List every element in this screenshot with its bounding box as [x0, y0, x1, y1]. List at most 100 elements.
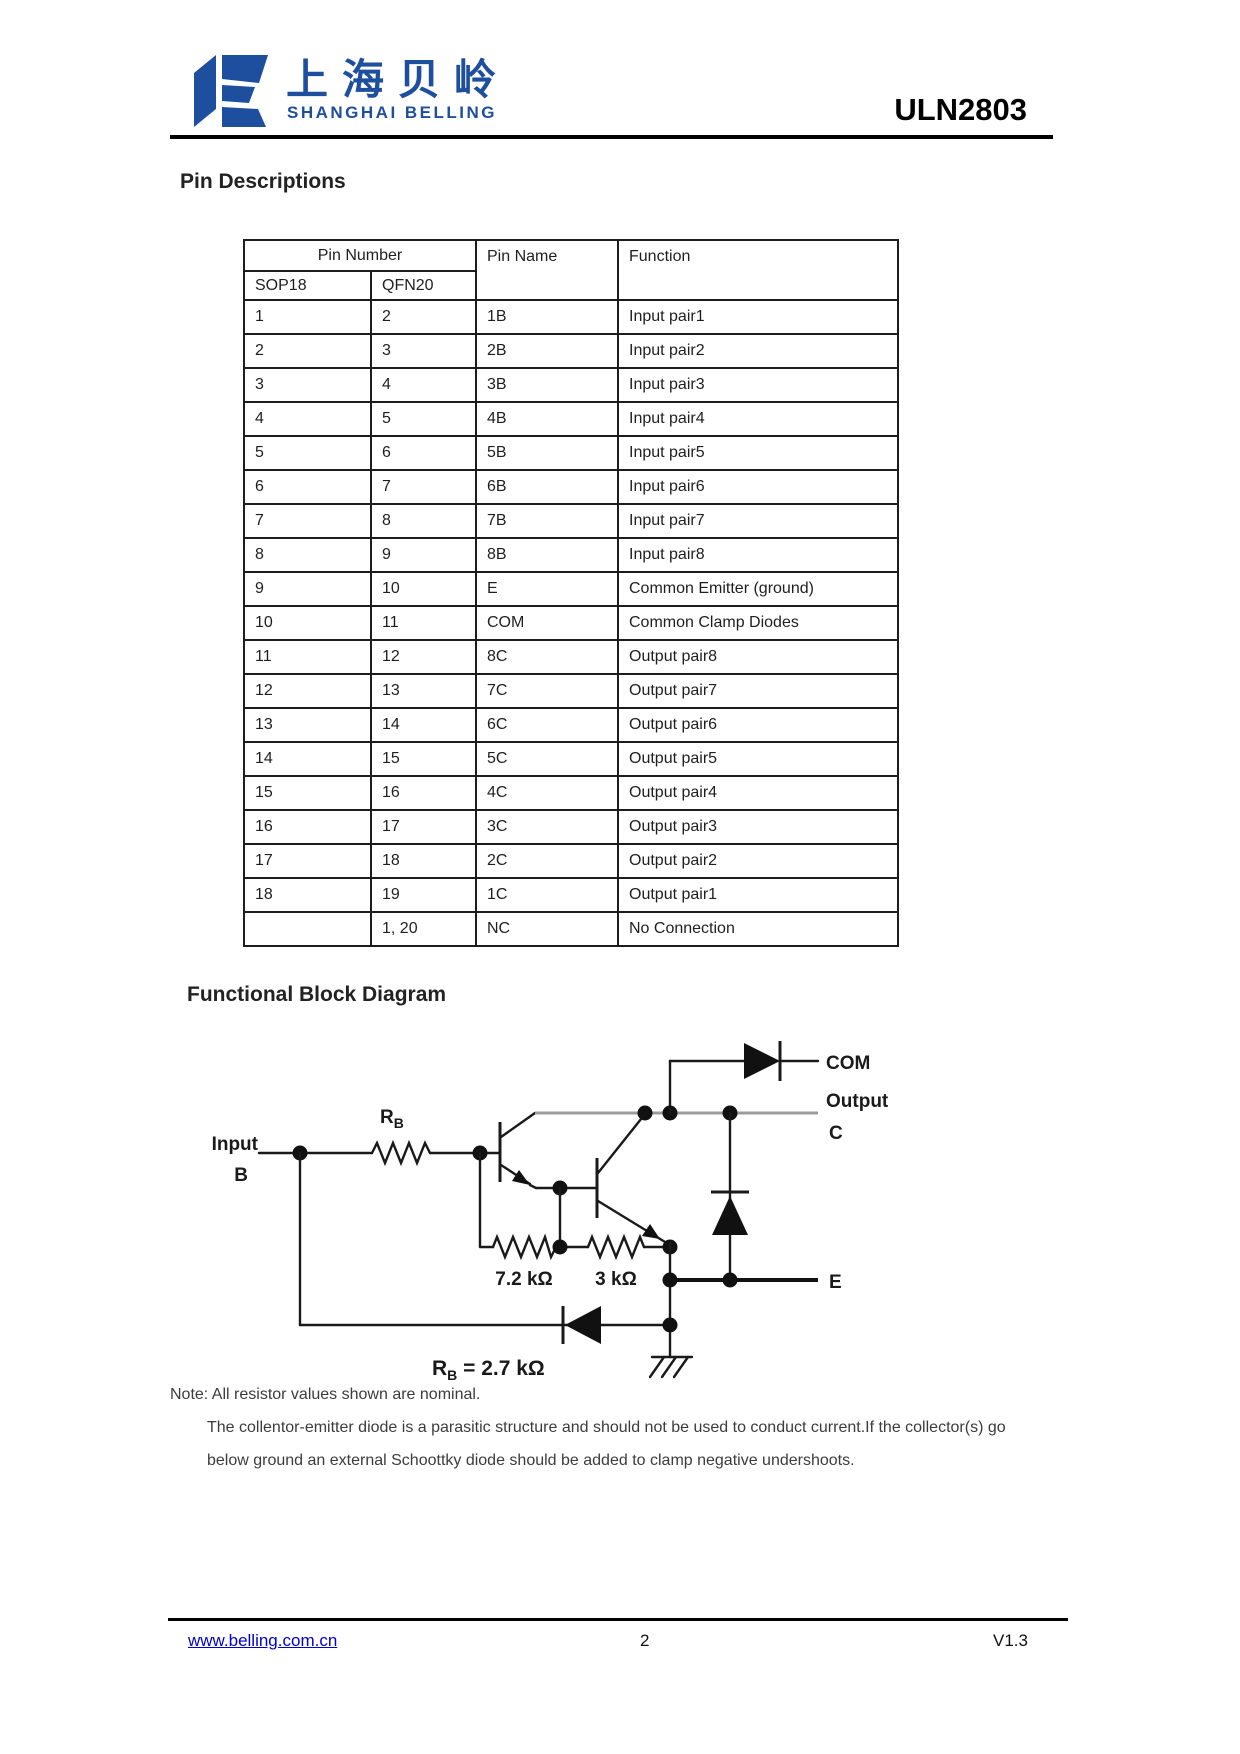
resistor-mid-dot — [552, 1239, 568, 1255]
pin-cell-sop18: 8 — [243, 537, 372, 573]
pin-cell-sop18: 1 — [243, 299, 372, 335]
logo-chinese-text: 上海贝岭 — [286, 56, 511, 103]
transistor2-collector — [596, 1112, 647, 1175]
e-label: E — [829, 1272, 842, 1293]
pin-cell-function: Output pair1 — [617, 877, 899, 913]
pin-table-row: 12 13 7C Output pair7 — [243, 673, 899, 709]
pin-table-row: 6 7 6B Input pair6 — [243, 469, 899, 505]
pin-cell-qfn20: 2 — [370, 299, 477, 335]
pin-cell-qfn20: 1, 20 — [370, 911, 477, 947]
col-header-function: Function — [617, 239, 899, 301]
pin-table-row: 5 6 5B Input pair5 — [243, 435, 899, 471]
pin-cell-qfn20: 4 — [370, 367, 477, 403]
pin-cell-function: Input pair1 — [617, 299, 899, 335]
pin-cell-qfn20: 15 — [370, 741, 477, 777]
pin-cell-sop18: 6 — [243, 469, 372, 505]
rb-label: RB — [380, 1107, 404, 1131]
collector-junction-dot — [637, 1105, 653, 1121]
pin-table-row: 18 19 1C Output pair1 — [243, 877, 899, 913]
pin-description-table: Pin Number Pin Name Function SOP18 QFN20… — [243, 239, 899, 947]
note-line-1: Note: All resistor values shown are nomi… — [170, 1386, 481, 1403]
col-header-pin-name: Pin Name — [475, 239, 619, 301]
block-diagram-heading: Functional Block Diagram — [187, 983, 447, 1006]
pin-cell-sop18: 9 — [243, 571, 372, 607]
note-line-2: The collentor-emitter diode is a parasit… — [207, 1419, 1006, 1436]
pin-cell-sop18 — [243, 911, 372, 947]
e-node-dot — [662, 1272, 678, 1288]
pin-cell-qfn20: 18 — [370, 843, 477, 879]
pin-table-row: 17 18 2C Output pair2 — [243, 843, 899, 879]
pin-cell-sop18: 3 — [243, 367, 372, 403]
output-c-label: C — [829, 1123, 843, 1144]
pin-cell-function: Input pair8 — [617, 537, 899, 573]
pin-table-row: 9 10 E Common Emitter (ground) — [243, 571, 899, 607]
pin-cell-function: Output pair4 — [617, 775, 899, 811]
pin-cell-pin_name: 8C — [475, 639, 619, 675]
part-number-title: ULN2803 — [894, 92, 1027, 127]
pin-cell-function: Input pair6 — [617, 469, 899, 505]
pin-cell-pin_name: NC — [475, 911, 619, 947]
pin-cell-qfn20: 8 — [370, 503, 477, 539]
parasitic-diode-icon — [712, 1196, 748, 1235]
pin-table-row: 13 14 6C Output pair6 — [243, 707, 899, 743]
com-diode-icon — [744, 1043, 780, 1079]
pin-cell-sop18: 16 — [243, 809, 372, 845]
pin-table-row: 8 9 8B Input pair8 — [243, 537, 899, 573]
pin-cell-function: Output pair8 — [617, 639, 899, 675]
pin-cell-pin_name: COM — [475, 605, 619, 641]
pin-cell-function: Common Emitter (ground) — [617, 571, 899, 607]
resistor-3k-label: 3 kΩ — [595, 1269, 637, 1290]
pin-cell-function: Output pair7 — [617, 673, 899, 709]
pin-cell-sop18: 7 — [243, 503, 372, 539]
transistor2-emitter-arrow-icon — [642, 1224, 660, 1239]
footer-website-link[interactable]: www.belling.com.cn — [188, 1631, 338, 1650]
pin-table-row: 1 2 1B Input pair1 — [243, 299, 899, 335]
pin-cell-function: Output pair2 — [617, 843, 899, 879]
footer-rule — [168, 1618, 1068, 1621]
logo-subtitle: SHANGHAI BELLING — [287, 103, 497, 122]
pin-cell-qfn20: 12 — [370, 639, 477, 675]
clamp-diode-icon — [565, 1306, 601, 1344]
col-header-pin-number: Pin Number — [243, 239, 477, 272]
pin-cell-pin_name: 7B — [475, 503, 619, 539]
pin-cell-sop18: 14 — [243, 741, 372, 777]
transistor1-collector — [499, 1111, 537, 1139]
footer-version: V1.3 — [993, 1631, 1028, 1650]
pin-cell-qfn20: 7 — [370, 469, 477, 505]
pin-cell-function: Common Clamp Diodes — [617, 605, 899, 641]
pin-cell-pin_name: 2B — [475, 333, 619, 369]
pin-table-row: 10 11 COM Common Clamp Diodes — [243, 605, 899, 641]
pin-cell-qfn20: 14 — [370, 707, 477, 743]
pin-descriptions-heading: Pin Descriptions — [180, 170, 346, 193]
pin-cell-sop18: 2 — [243, 333, 372, 369]
pin-cell-qfn20: 13 — [370, 673, 477, 709]
shanghai-belling-logo-icon — [194, 55, 268, 127]
rb-resistor — [370, 1139, 432, 1167]
pin-table-row: 7 8 7B Input pair7 — [243, 503, 899, 539]
pin-cell-pin_name: 6B — [475, 469, 619, 505]
pin-cell-pin_name: 4C — [475, 775, 619, 811]
pin-cell-qfn20: 19 — [370, 877, 477, 913]
pin-cell-function: Output pair6 — [617, 707, 899, 743]
pin-table-row: 15 16 4C Output pair4 — [243, 775, 899, 811]
input-label: Input — [212, 1134, 259, 1155]
pin-table-row: 16 17 3C Output pair3 — [243, 809, 899, 845]
pin-cell-function: No Connection — [617, 911, 899, 947]
pin-cell-function: Input pair2 — [617, 333, 899, 369]
pin-cell-sop18: 13 — [243, 707, 372, 743]
transistor1-emitter-arrow-icon — [512, 1170, 530, 1185]
pin-cell-sop18: 11 — [243, 639, 372, 675]
pin-cell-sop18: 10 — [243, 605, 372, 641]
pin-cell-sop18: 4 — [243, 401, 372, 437]
resistor-3k — [586, 1233, 646, 1261]
pin-table-row: 3 4 3B Input pair3 — [243, 367, 899, 403]
pin-cell-pin_name: 4B — [475, 401, 619, 437]
pin-cell-qfn20: 16 — [370, 775, 477, 811]
pin-cell-function: Output pair5 — [617, 741, 899, 777]
pin-cell-pin_name: 1B — [475, 299, 619, 335]
pin-table-row: 1, 20 NC No Connection — [243, 911, 899, 947]
col-header-qfn20: QFN20 — [370, 270, 477, 301]
footer-page-number: 2 — [640, 1631, 650, 1650]
pin-cell-qfn20: 11 — [370, 605, 477, 641]
